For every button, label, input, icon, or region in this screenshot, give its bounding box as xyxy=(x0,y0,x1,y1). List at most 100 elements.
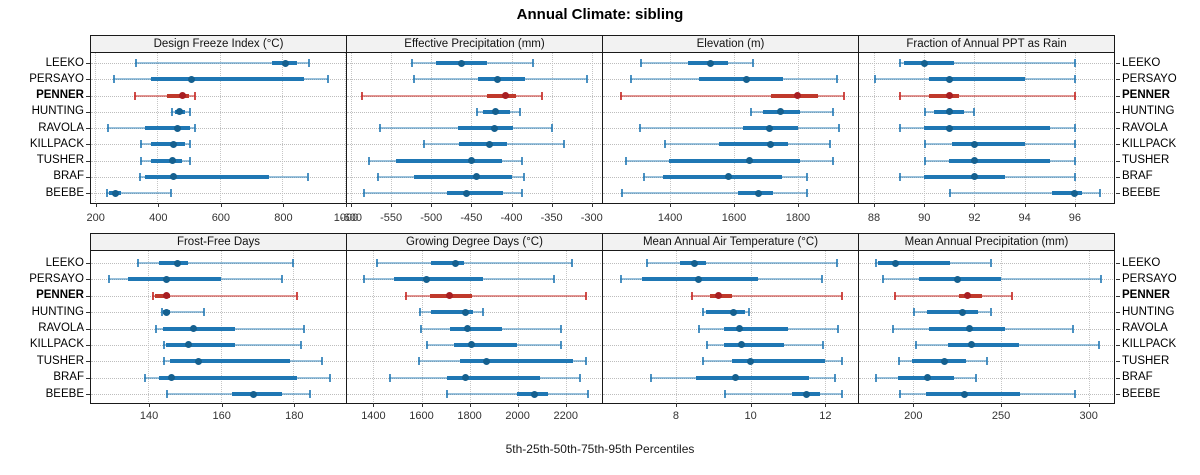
axis-tick xyxy=(924,203,926,207)
axis-tick xyxy=(511,203,513,207)
axis-tick-label: 10 xyxy=(744,410,757,422)
site-label-left: PENNER xyxy=(36,289,84,302)
row-tick-right xyxy=(1116,377,1120,379)
percentile-range-25-75 xyxy=(929,93,960,98)
gridline-horizontal xyxy=(347,79,602,81)
row-tick-left xyxy=(86,95,90,97)
percentile-cap-95 xyxy=(752,59,755,67)
percentile-cap-5 xyxy=(899,59,902,67)
percentile-range-5-95 xyxy=(899,62,1075,64)
percentile-range-25-75 xyxy=(169,359,290,364)
percentile-range-5-95 xyxy=(619,94,845,97)
site-label-left: KILLPACK xyxy=(29,137,84,150)
axis-tick-label: 1800 xyxy=(457,410,482,422)
percentile-cap-95 xyxy=(832,156,835,165)
gridline-vertical xyxy=(1088,251,1090,403)
site-label-left: PERSAYO xyxy=(29,272,84,285)
median-dot xyxy=(451,259,459,267)
site-label-right: BEEBE xyxy=(1122,387,1161,400)
percentile-range-25-75 xyxy=(446,375,540,380)
gridline-horizontal xyxy=(347,263,602,264)
median-dot xyxy=(162,275,170,283)
median-dot xyxy=(724,173,732,181)
percentile-cap-5 xyxy=(639,59,642,67)
panel-body xyxy=(859,251,1115,404)
percentile-cap-5 xyxy=(425,340,428,349)
row-tick-left xyxy=(86,263,90,264)
percentile-cap-95 xyxy=(1073,156,1076,165)
percentile-cap-5 xyxy=(417,357,420,366)
median-dot xyxy=(970,173,978,181)
percentile-range-25-75 xyxy=(696,375,809,380)
percentile-cap-5 xyxy=(924,140,927,149)
percentile-cap-95 xyxy=(303,324,306,333)
row-tick-left xyxy=(86,176,90,178)
percentile-range-25-75 xyxy=(925,392,1021,396)
percentile-cap-5 xyxy=(874,259,877,267)
median-dot xyxy=(178,92,186,99)
row-tick-right xyxy=(1116,160,1120,162)
axis-tick xyxy=(95,203,97,207)
median-dot xyxy=(530,390,538,398)
site-label-left: TUSHER xyxy=(36,154,84,166)
median-dot xyxy=(458,59,466,67)
percentile-cap-95 xyxy=(1073,75,1076,84)
median-dot xyxy=(715,292,723,300)
percentile-range-25-75 xyxy=(144,126,191,130)
median-dot xyxy=(945,124,953,132)
percentile-cap-95 xyxy=(828,140,831,149)
panel-strip: Fraction of Annual PPT as Rain xyxy=(859,35,1115,53)
row-tick-right xyxy=(1116,394,1120,395)
median-dot xyxy=(462,308,470,316)
percentile-cap-5 xyxy=(166,390,169,398)
site-label-right: LEEKO xyxy=(1122,256,1161,269)
axis-tick xyxy=(431,203,433,207)
percentile-range-25-75 xyxy=(145,174,270,179)
percentile-cap-95 xyxy=(1073,172,1076,181)
percentile-range-25-75 xyxy=(698,77,784,82)
percentile-cap-95 xyxy=(560,340,563,349)
median-dot xyxy=(945,92,953,99)
axis-tick-label: 1600 xyxy=(721,212,747,224)
site-label-left: BEEBE xyxy=(45,387,84,400)
percentile-cap-95 xyxy=(532,59,535,67)
median-dot xyxy=(1071,189,1079,197)
x-axis-label: 5th-25th-50th-75th-95th Percentiles xyxy=(505,442,695,456)
percentile-range-5-95 xyxy=(105,192,171,194)
percentile-cap-95 xyxy=(550,124,553,132)
percentile-cap-5 xyxy=(375,259,378,267)
percentile-cap-5 xyxy=(151,291,154,300)
percentile-cap-95 xyxy=(1010,291,1013,300)
percentile-range-5-95 xyxy=(135,62,310,64)
percentile-range-25-75 xyxy=(158,375,297,380)
percentile-cap-5 xyxy=(642,172,645,181)
percentile-cap-5 xyxy=(705,340,708,349)
percentile-range-25-75 xyxy=(724,326,788,331)
median-dot xyxy=(491,108,499,116)
percentile-cap-95 xyxy=(1098,340,1101,349)
percentile-range-25-75 xyxy=(151,77,305,82)
axis-tick-label: -400 xyxy=(500,212,523,224)
percentile-cap-95 xyxy=(584,291,587,300)
panel-body xyxy=(859,53,1115,204)
percentile-cap-95 xyxy=(306,172,309,181)
gridline-horizontal xyxy=(603,63,858,64)
site-label-right: HUNTING xyxy=(1122,105,1175,118)
gridline-vertical xyxy=(565,251,567,403)
axis-tick-label: 94 xyxy=(1018,212,1031,224)
median-dot xyxy=(941,357,949,365)
axis-tick-label: 800 xyxy=(274,212,293,224)
percentile-range-25-75 xyxy=(911,359,966,364)
gridline-vertical xyxy=(373,251,375,403)
percentile-cap-5 xyxy=(619,275,622,284)
percentile-cap-5 xyxy=(874,373,877,382)
median-dot xyxy=(461,374,469,382)
axis-tick-label: 96 xyxy=(1068,212,1081,224)
gridline-horizontal xyxy=(859,193,1114,194)
percentile-cap-95 xyxy=(841,357,844,366)
median-dot xyxy=(188,75,196,83)
percentile-cap-5 xyxy=(411,59,414,67)
percentile-cap-95 xyxy=(841,291,844,300)
percentile-range-5-95 xyxy=(404,294,586,297)
median-dot xyxy=(776,108,784,116)
